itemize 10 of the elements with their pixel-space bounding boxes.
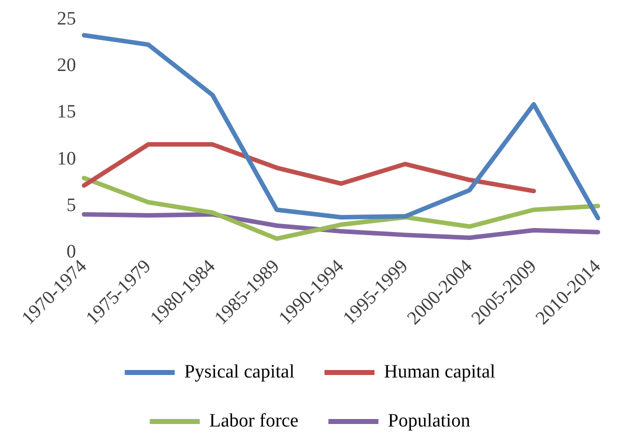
legend-label: Human capital [384,361,496,382]
y-tick-label: 10 [57,148,76,170]
legend-label: Labor force [209,410,298,432]
legend-label: Pysical capital [184,361,294,382]
y-tick-label: 20 [57,55,76,76]
legend-label: Population [388,410,471,432]
y-tick-label: 25 [57,8,76,30]
y-tick-label: 15 [57,102,76,123]
y-tick-label: 0 [66,242,76,263]
y-tick-label: 5 [66,194,76,216]
